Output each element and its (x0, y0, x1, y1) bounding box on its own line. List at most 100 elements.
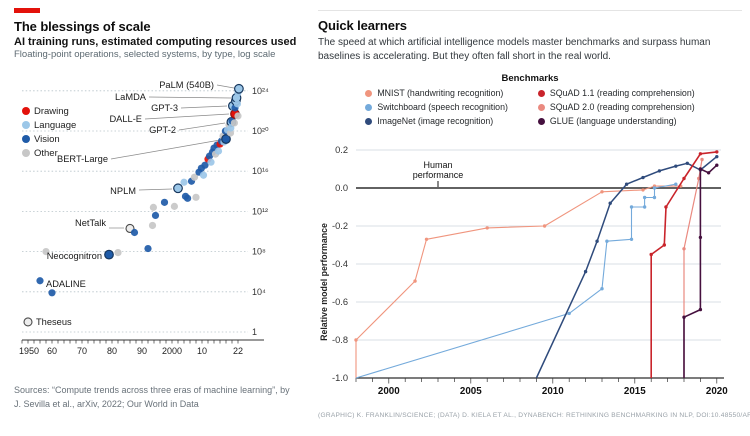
x-tick-label: 2015 (624, 386, 646, 397)
x-tick-label: 60 (47, 346, 57, 356)
y-tick-label: -0.6 (332, 297, 348, 307)
scatter-point (184, 194, 192, 202)
y-tick-label: 10¹⁶ (252, 166, 269, 176)
y-tick-label: 0.0 (335, 183, 348, 193)
left-chart-note: Floating-point operations, selected syst… (14, 49, 276, 60)
scatter-point (180, 178, 188, 186)
x-tick-label: 80 (107, 346, 117, 356)
human-performance-label: performance (413, 170, 464, 180)
series-point-switchboard (600, 287, 604, 291)
label-leader-line (216, 84, 235, 89)
point-label: GPT-3 (151, 103, 178, 113)
series-point-imagenet (583, 269, 588, 274)
point-label: GPT-2 (149, 125, 176, 135)
label-leader-line (138, 188, 173, 191)
x-tick-label: 10 (197, 346, 207, 356)
y-tick-label: -0.2 (332, 221, 348, 231)
point-label: LaMDA (115, 92, 147, 102)
series-point-glue (715, 163, 719, 167)
series-point-mnist (485, 226, 489, 230)
series-point-switchboard (605, 239, 609, 243)
series-point-squad11 (682, 176, 686, 181)
right-chart-title: Quick learners (318, 18, 407, 33)
x-tick-label: 2020 (706, 386, 728, 397)
scatter-point (192, 193, 200, 201)
scatter-point (114, 249, 122, 257)
y-tick-label: 0.2 (335, 145, 348, 155)
series-line-switchboard (355, 183, 676, 379)
scatter-point (148, 221, 157, 230)
series-point-squad11 (698, 152, 703, 156)
scatter-point (173, 183, 183, 194)
right-source-credit: (GRAPHIC) K. FRANKLIN/SCIENCE; (DATA) D.… (318, 412, 750, 419)
series-point-switchboard (652, 186, 657, 190)
series-point-squad11 (664, 205, 668, 209)
x-tick-label: 2000 (162, 346, 182, 356)
legend-label: GLUE (language understanding) (549, 116, 677, 126)
y-tick-label: -1.0 (332, 373, 348, 383)
x-tick-label: 90 (137, 346, 147, 356)
scatter-point (233, 100, 241, 108)
benchmarks-legend: Benchmarks MNIST (handwriting recognitio… (318, 73, 742, 126)
benchmarks-legend-title: Benchmarks (501, 73, 559, 84)
legend-label: Other (34, 148, 58, 159)
legend-item-glue: GLUE (language understanding) (537, 116, 695, 126)
scatter-point (160, 198, 169, 206)
drawing-legend-dot-icon (22, 107, 30, 115)
series-point-switchboard (629, 205, 634, 209)
y-tick-label: -0.8 (332, 335, 348, 345)
point-label: NetTalk (75, 218, 106, 228)
series-point-switchboard (642, 195, 647, 200)
scatter-point (36, 277, 44, 285)
point-label: PaLM (540B) (159, 80, 214, 90)
legend-item-squad11: SQuAD 1.1 (reading comprehension) (537, 88, 695, 98)
mnist-dot-icon (365, 89, 373, 97)
series-line-mnist (355, 185, 681, 378)
glue-dot-icon (537, 117, 545, 125)
series-point-imagenet (715, 154, 719, 159)
point-label: NPLM (110, 186, 136, 196)
point-label: DALL-E (109, 114, 142, 124)
legend-label: ImageNet (image recognition) (377, 116, 494, 126)
series-line-squad20 (683, 159, 703, 378)
series-point-glue (698, 167, 703, 171)
series-point-switchboard (652, 195, 657, 200)
scatter-point (149, 203, 157, 211)
vision-legend-dot-icon (22, 135, 30, 143)
series-point-mnist (354, 338, 358, 342)
scatter-point (201, 161, 209, 169)
scatter-point (214, 147, 223, 155)
label-leader-line (148, 96, 232, 99)
y-axis-title: Relative model performance (319, 223, 329, 341)
series-point-imagenet (685, 161, 689, 165)
legend-label: Drawing (34, 106, 69, 117)
legend-label: MNIST (handwriting recognition) (377, 88, 504, 98)
legend-item-switchboard: Switchboard (speech recognition) (365, 102, 508, 112)
scatter-point (234, 112, 242, 120)
legend-label: SQuAD 1.1 (reading comprehension) (549, 88, 695, 98)
x-tick-label: 2000 (378, 386, 400, 397)
series-point-imagenet (674, 164, 678, 168)
switchboard-dot-icon (365, 103, 373, 111)
point-label: BERT-Large (57, 154, 108, 164)
left-panel: The blessings of scale AI training runs,… (14, 8, 308, 411)
legend-label: Language (34, 120, 76, 131)
series-line-imagenet (535, 156, 718, 379)
series-point-squad20 (682, 247, 686, 251)
right-panel: Quick learners The speed at which artifi… (318, 10, 750, 419)
series-point-switchboard (629, 237, 634, 241)
legend-label: Vision (34, 134, 60, 145)
series-point-mnist (542, 224, 547, 228)
human-performance-label: Human (423, 160, 452, 170)
series-point-imagenet (624, 182, 629, 186)
legend-item-squad20: SQuAD 2.0 (reading comprehension) (537, 102, 695, 112)
scatter-point (230, 119, 238, 127)
series-point-mnist (413, 279, 417, 283)
scatter-point (151, 211, 160, 220)
squad11-dot-icon (537, 89, 545, 97)
language-legend-dot-icon (22, 121, 30, 129)
series-point-switchboard (674, 182, 678, 186)
legend-item-imagenet: ImageNet (image recognition) (365, 116, 508, 126)
y-tick-label: 10⁴ (252, 287, 266, 297)
